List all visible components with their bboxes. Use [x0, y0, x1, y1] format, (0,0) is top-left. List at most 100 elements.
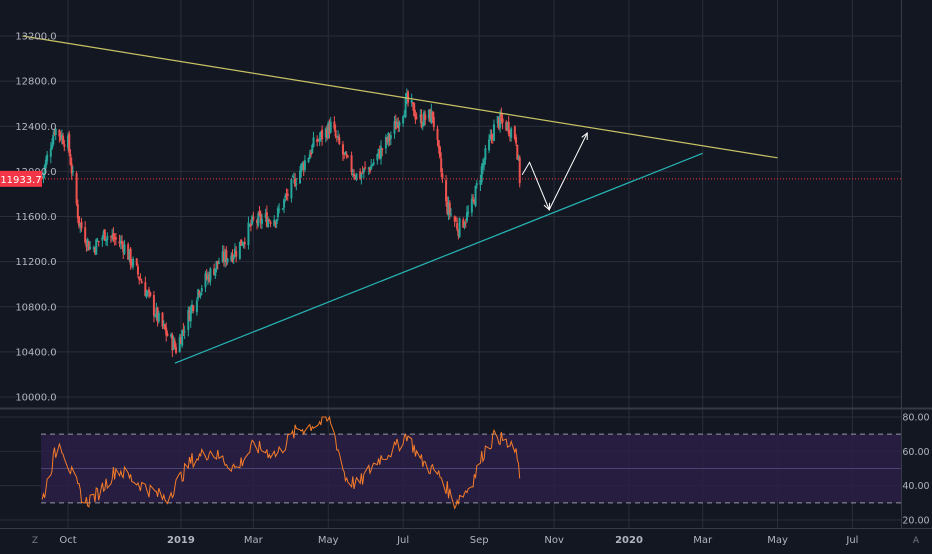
candle-body [101, 237, 104, 241]
price-tick-label: 10400.0 [15, 347, 56, 358]
candle-body [286, 193, 289, 197]
candle-body [264, 213, 267, 218]
candle-body [231, 253, 234, 262]
candle-body [80, 221, 83, 229]
price-tick-label: 13200.0 [15, 32, 56, 43]
candle-body [178, 337, 181, 353]
candle-body [462, 219, 465, 228]
candle-body [166, 333, 169, 336]
candle-body [316, 139, 319, 142]
price-tick-label: 11200.0 [15, 257, 56, 268]
candle-body [195, 300, 198, 313]
candle-body [389, 135, 392, 139]
candle-body [420, 114, 423, 127]
time-tick-label: Jul [396, 535, 409, 546]
candle-body [103, 229, 106, 241]
candle-body [112, 233, 115, 240]
candle-body [290, 178, 293, 199]
candle-body [496, 116, 499, 124]
trendlines-layer[interactable] [0, 35, 901, 364]
candle-body [474, 185, 477, 206]
projection-path[interactable] [521, 132, 588, 211]
candle-body [53, 132, 56, 135]
corner-label-left[interactable]: Z [32, 536, 38, 546]
candle-body [128, 249, 131, 260]
candle-body [284, 195, 287, 198]
candle-body [260, 219, 263, 224]
candle-body [364, 167, 367, 169]
candle-body [372, 162, 375, 165]
candle-body [149, 292, 152, 296]
candle-body [113, 238, 116, 240]
corner-label-right[interactable]: A [913, 536, 920, 546]
candle-body [163, 324, 166, 330]
time-tick-label: May [318, 535, 339, 546]
candle-body [386, 138, 389, 142]
candle-body [46, 154, 49, 162]
candle-body [235, 251, 238, 257]
candle-body [484, 148, 487, 160]
candle-body [60, 134, 63, 141]
candle-body [208, 274, 211, 282]
candle-body [69, 154, 72, 165]
rsi-tick-label: 60.00 [902, 447, 929, 458]
candle-body [123, 244, 126, 254]
candle-body [75, 173, 78, 204]
candle-body [205, 274, 208, 279]
candle-body [213, 268, 216, 275]
candle-body [377, 148, 380, 154]
candle-body [422, 112, 425, 126]
candle-body [473, 200, 476, 205]
candle-body [172, 339, 175, 350]
candle-body [395, 122, 398, 128]
lower-trendline[interactable] [174, 152, 703, 364]
candle-body [464, 222, 467, 224]
rsi-tick-label: 20.00 [902, 516, 929, 527]
candle-body [281, 208, 284, 210]
candle-body [188, 310, 191, 321]
candle-body [292, 177, 295, 179]
candle-body [51, 144, 54, 149]
candle-body [94, 248, 97, 254]
candle-body [463, 224, 466, 226]
last-price-label: 11933.7 [0, 175, 41, 186]
candle-body [338, 137, 341, 144]
candle-body [438, 146, 441, 158]
candle-body [71, 171, 74, 173]
candle-body [508, 132, 511, 137]
candle-body [200, 288, 203, 292]
candle-body [326, 129, 329, 139]
candle-body [367, 167, 370, 170]
candle-body [393, 121, 396, 134]
candle-body [148, 289, 151, 292]
candle-body [140, 281, 143, 284]
candle-body [384, 136, 387, 149]
candle-body [146, 291, 149, 293]
candle-body [436, 128, 439, 140]
rsi-line [41, 415, 521, 510]
candle-body [429, 109, 432, 122]
candle-body [225, 250, 228, 263]
projection-arrowhead-down [543, 202, 551, 211]
candle-body [269, 222, 272, 224]
candle-body [173, 340, 176, 348]
candles-layer [41, 88, 521, 357]
candle-body [507, 121, 510, 134]
candle-body [335, 136, 338, 138]
candle-body [161, 312, 164, 327]
candle-body [204, 273, 207, 288]
candle-body [127, 244, 130, 260]
candle-body [179, 337, 182, 344]
candle-body [430, 110, 433, 124]
candle-body [170, 334, 173, 337]
candle-body [404, 97, 407, 117]
candle-body [68, 133, 71, 153]
candle-body [419, 115, 422, 117]
candle-body [518, 157, 521, 184]
upper-trendline[interactable] [22, 35, 778, 159]
candle-body [59, 134, 62, 140]
candle-body [42, 173, 45, 178]
candle-body [256, 220, 259, 224]
candle-body [489, 135, 492, 140]
